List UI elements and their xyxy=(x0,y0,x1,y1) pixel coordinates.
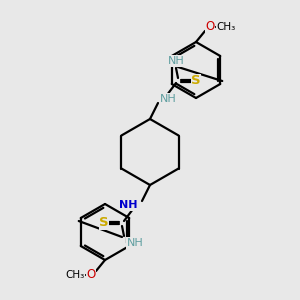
Text: NH: NH xyxy=(168,56,184,66)
Text: NH: NH xyxy=(119,200,138,210)
Text: O: O xyxy=(86,268,96,281)
Text: S: S xyxy=(191,74,201,88)
Text: NH: NH xyxy=(160,94,177,104)
Text: NH: NH xyxy=(127,238,144,248)
Text: S: S xyxy=(99,217,109,230)
Text: CH₃: CH₃ xyxy=(65,270,85,280)
Text: CH₃: CH₃ xyxy=(216,22,236,32)
Text: O: O xyxy=(206,20,214,34)
